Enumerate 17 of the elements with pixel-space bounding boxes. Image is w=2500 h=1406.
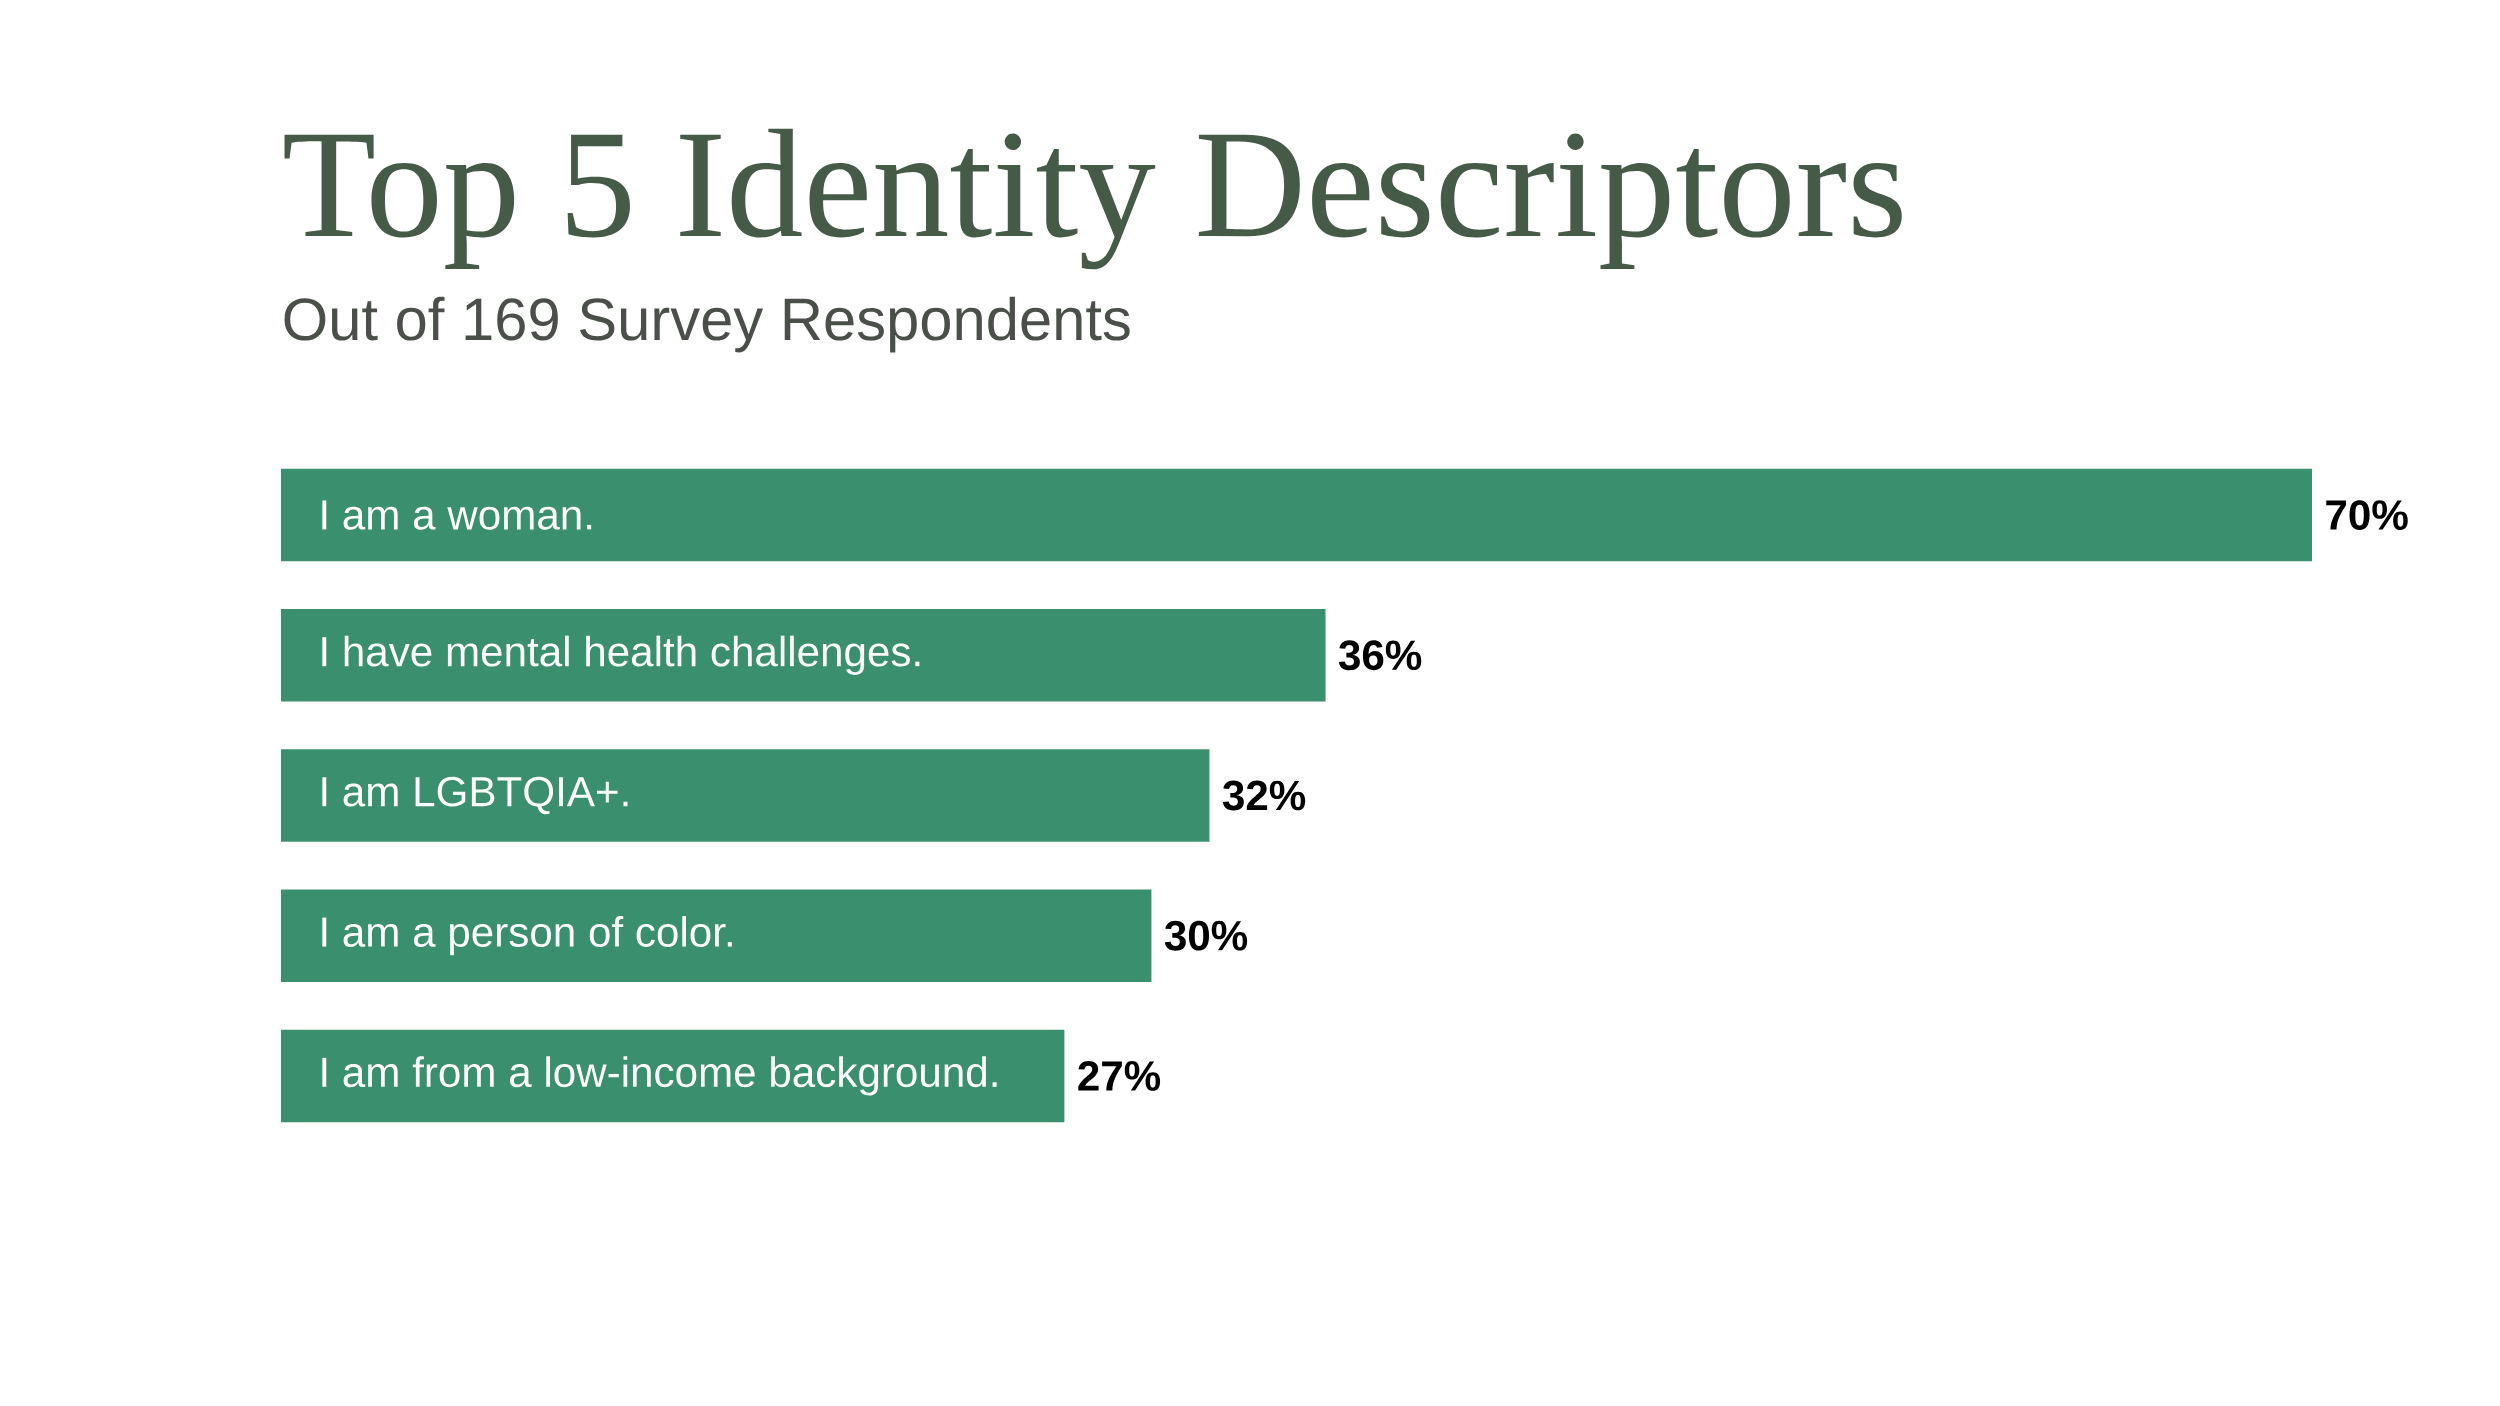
y-tick-label: I am a woman. <box>322 500 592 530</box>
bar <box>281 889 1152 982</box>
y-tick-label: I am from a low-income background. <box>322 1056 997 1096</box>
chart-title: Top 5 Identity Descriptors <box>284 128 1902 270</box>
y-tick-label: I am a person of color. <box>322 916 732 956</box>
chart-subtitle: Out of 169 Survey Respondents <box>284 296 1130 353</box>
data-label: 70% <box>2326 500 2408 530</box>
bar <box>281 468 2313 562</box>
data-label: 36% <box>1338 640 1422 671</box>
bar <box>281 609 1326 702</box>
data-label: 30% <box>1164 920 1248 951</box>
bar <box>281 749 1210 842</box>
data-label: 32% <box>1222 780 1306 811</box>
y-tick-label: I am LGBTQIA+. <box>322 776 628 815</box>
y-tick-label: I have mental health challenges. <box>322 635 920 675</box>
data-label: 27% <box>1078 1061 1161 1091</box>
bar <box>281 1029 1065 1123</box>
